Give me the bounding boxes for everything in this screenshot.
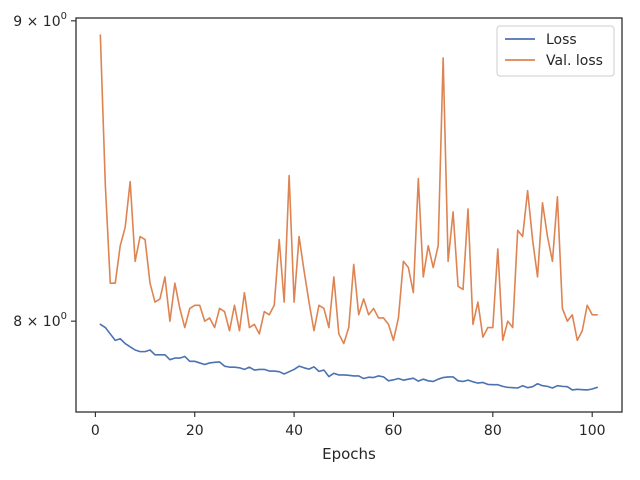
plot-area — [76, 18, 622, 412]
plot-frame — [75, 17, 623, 413]
x-tick-label: 100 — [579, 423, 606, 439]
x-tick-label: 0 — [91, 423, 100, 439]
x-tick-label: 80 — [484, 423, 502, 439]
legend-label-loss: Loss — [546, 32, 577, 48]
series-layer — [99, 34, 598, 391]
x-axis-ticks: 0 20 40 60 80 100 — [91, 412, 606, 439]
series-line-val-loss — [99, 34, 598, 345]
x-tick-label: 20 — [186, 423, 204, 439]
x-tick-label: 60 — [385, 423, 403, 439]
y-axis-ticks: 8 × 100 9 × 100 — [13, 11, 76, 330]
y-tick-label: 8 × 100 — [13, 311, 67, 330]
series-line-loss — [99, 323, 598, 391]
x-axis-label: Epochs — [322, 445, 376, 463]
y-tick-label: 9 × 100 — [13, 11, 67, 30]
legend-label-val-loss: Val. loss — [546, 53, 603, 69]
x-tick-label: 40 — [285, 423, 303, 439]
legend: Loss Val. loss — [496, 25, 615, 77]
